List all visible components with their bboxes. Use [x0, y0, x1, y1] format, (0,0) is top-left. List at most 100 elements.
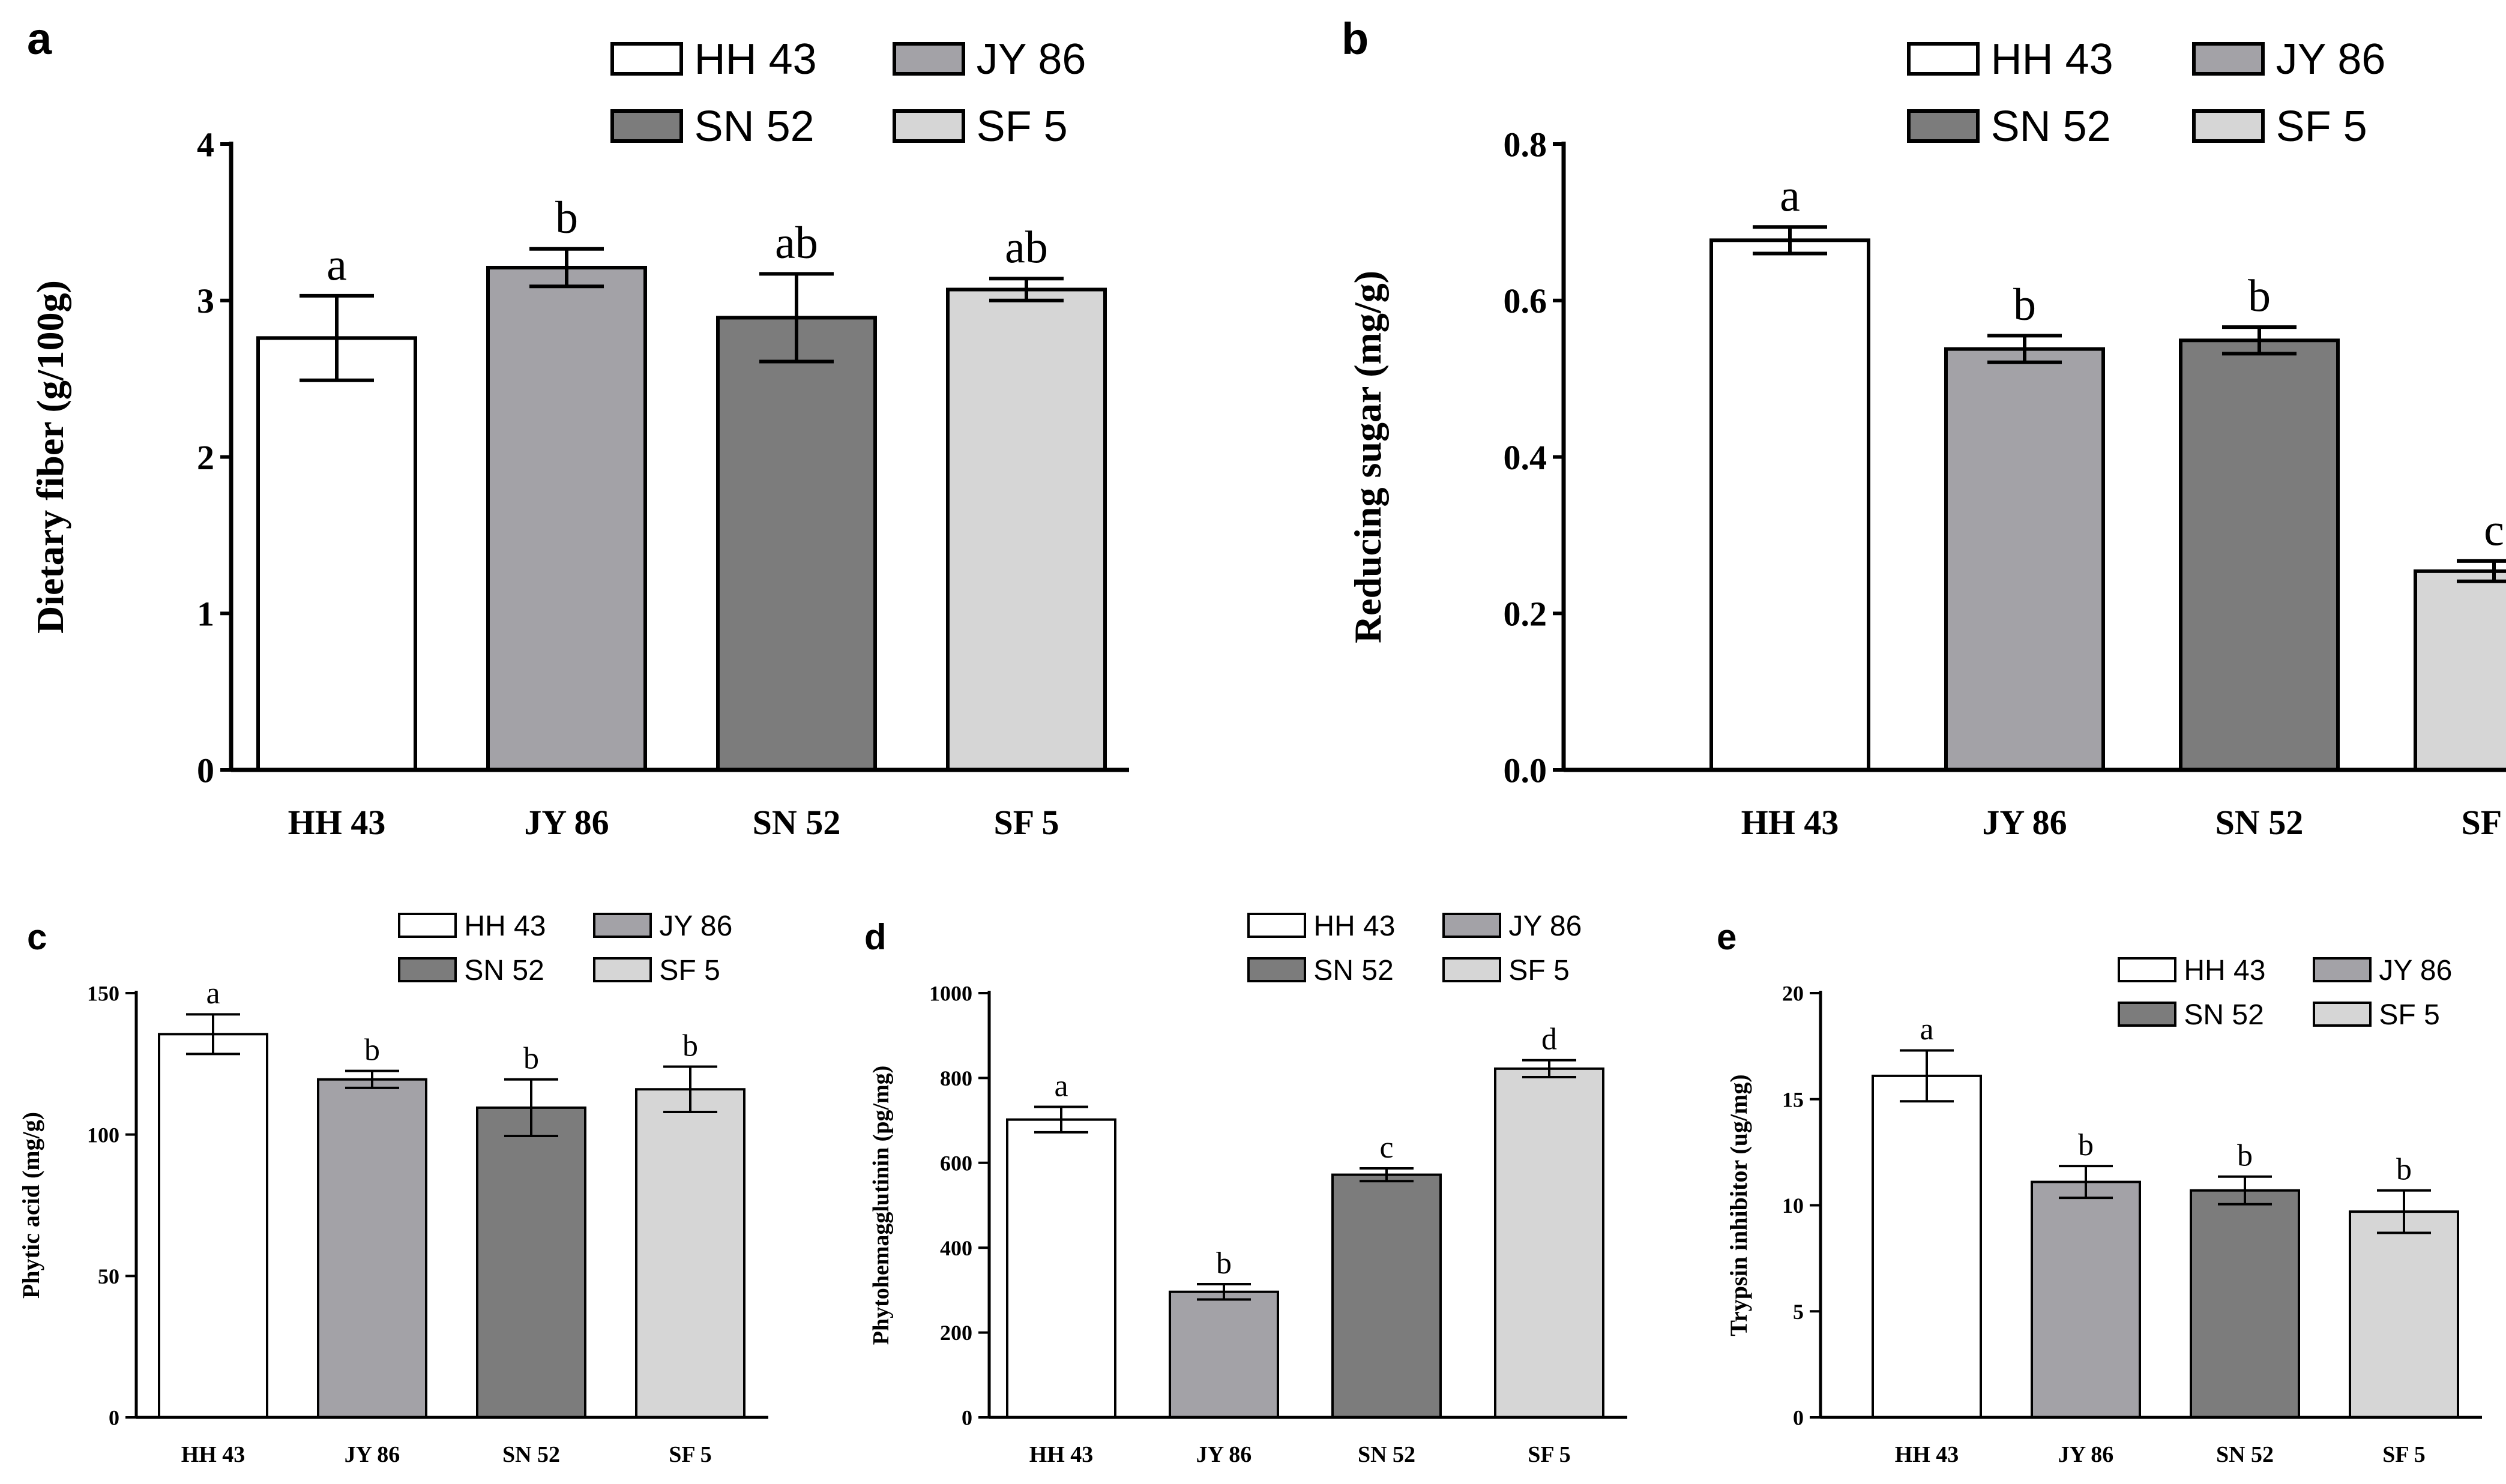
y-tick-label: 400	[940, 1236, 972, 1260]
legend-label: HH 43	[1313, 910, 1395, 942]
significance-label: a	[1054, 1069, 1068, 1103]
y-tick-label: 600	[940, 1151, 972, 1175]
legend-label: SF 5	[659, 955, 720, 987]
error-bar	[2218, 1175, 2272, 1206]
legend-label: HH 43	[1991, 35, 2113, 83]
x-tick-label: JY 86	[1982, 803, 2067, 842]
significance-label: b	[2396, 1153, 2412, 1187]
error-bar	[529, 247, 604, 289]
bar	[1872, 1074, 1982, 1419]
x-tick-label: SF 5	[993, 803, 1059, 842]
x-tick-label: JY 86	[524, 803, 609, 842]
x-tick-label: SF 5	[1528, 1442, 1570, 1467]
bar	[256, 336, 417, 772]
bar	[486, 265, 647, 772]
significance-label: a	[1920, 1012, 1933, 1047]
y-tick-label: 0	[1793, 1406, 1804, 1430]
y-tick-label: 0.2	[1504, 595, 1547, 634]
x-tick-label: SF 5	[2461, 803, 2506, 842]
legend-label: SN 52	[464, 955, 544, 987]
legend: HH 43 JY 86 SN 52 SF 5	[1247, 910, 1582, 987]
legend: HH 43 JY 86 SN 52 SF 5	[2118, 955, 2452, 1031]
legend-swatch	[2118, 1002, 2176, 1027]
legend-swatch	[593, 913, 652, 938]
legend-swatch	[893, 109, 965, 143]
error-bar	[2377, 1189, 2431, 1234]
panel-letter: a	[27, 14, 52, 64]
legend-label: SN 52	[1313, 955, 1393, 987]
significance-label: d	[1541, 1023, 1557, 1057]
significance-label: b	[1216, 1246, 1232, 1281]
legend-swatch	[610, 42, 683, 76]
significance-label: ab	[1005, 223, 1048, 273]
x-tick-label: SN 52	[502, 1442, 560, 1467]
legend-swatch	[610, 109, 683, 143]
chart-panel-a: a HH 43 JY 86 SN 52 SF 5 a HH 43 b JY 86 ab SN 52 a…	[27, 14, 1129, 842]
y-tick-label: 50	[98, 1264, 119, 1288]
legend-swatch	[2313, 957, 2372, 982]
error-bar	[186, 1013, 240, 1056]
legend-label: JY 86	[2379, 955, 2452, 987]
error-bar	[759, 272, 834, 364]
bar	[476, 1106, 586, 1419]
panel-letter: c	[27, 917, 47, 957]
y-tick-label: 0	[197, 751, 214, 790]
legend-swatch	[1247, 913, 1306, 938]
bar	[635, 1088, 745, 1419]
error-bar	[2059, 1165, 2113, 1200]
legend-label: SN 52	[694, 103, 815, 151]
significance-label: c	[2484, 505, 2504, 555]
y-tick-label: 20	[1782, 982, 1804, 1006]
significance-label: b	[523, 1042, 539, 1076]
error-bar	[1034, 1105, 1088, 1134]
x-tick-label: SN 52	[2216, 1442, 2274, 1467]
y-tick-label: 100	[87, 1123, 119, 1147]
error-bar	[1987, 334, 2062, 364]
bar	[2031, 1180, 2141, 1419]
y-tick-label: 5	[1793, 1300, 1804, 1324]
y-axis-title: Phytic acid (mg/g)	[17, 1112, 44, 1299]
x-tick-label: JY 86	[2058, 1442, 2114, 1467]
error-bar	[1753, 225, 1827, 256]
legend-swatch	[1442, 957, 1501, 982]
x-tick-label: HH 43	[1895, 1442, 1959, 1467]
y-tick-label: 15	[1782, 1087, 1804, 1111]
error-bar	[1197, 1283, 1251, 1301]
y-tick-label: 800	[940, 1066, 972, 1090]
x-tick-label: JY 86	[1196, 1442, 1252, 1467]
legend-label: HH 43	[464, 910, 546, 942]
y-tick-label: 10	[1782, 1194, 1804, 1218]
significance-label: a	[206, 976, 220, 1011]
error-bar	[2457, 559, 2506, 583]
legend: HH 43 JY 86 SN 52 SF 5	[1907, 35, 2386, 151]
legend-swatch	[398, 957, 457, 982]
bar	[2414, 569, 2506, 772]
bar	[1006, 1118, 1116, 1419]
error-bar	[1522, 1059, 1576, 1078]
error-bar	[1900, 1049, 1954, 1103]
bar	[1331, 1173, 1442, 1419]
legend-label: HH 43	[694, 35, 817, 83]
error-bar	[504, 1078, 558, 1138]
x-tick-label: SF 5	[2382, 1442, 2425, 1467]
bar	[2179, 338, 2340, 772]
chart-panel-e: e HH 43 JY 86 SN 52 SF 5 a HH 43 b JY 86 b SN 52 b S…	[1717, 917, 2482, 1467]
bar	[716, 316, 877, 772]
legend-swatch	[398, 913, 457, 938]
significance-label: a	[1780, 171, 1800, 221]
significance-label: b	[555, 193, 578, 243]
legend-swatch	[593, 957, 652, 982]
legend-label: JY 86	[1508, 910, 1582, 942]
y-tick-label: 0	[962, 1406, 972, 1430]
legend-swatch	[2313, 1002, 2372, 1027]
chart-panel-d: d HH 43 JY 86 SN 52 SF 5 a HH 43 b JY 86 c SN 52 d S…	[864, 910, 1627, 1467]
y-tick-label: 150	[87, 982, 119, 1006]
legend-label: JY 86	[2276, 35, 2386, 83]
legend: HH 43 JY 86 SN 52 SF 5	[398, 910, 732, 987]
legend-swatch	[2192, 42, 2265, 76]
legend-swatch	[1442, 913, 1501, 938]
significance-label: b	[682, 1029, 698, 1063]
bar	[1944, 347, 2105, 772]
bar	[1494, 1067, 1604, 1419]
